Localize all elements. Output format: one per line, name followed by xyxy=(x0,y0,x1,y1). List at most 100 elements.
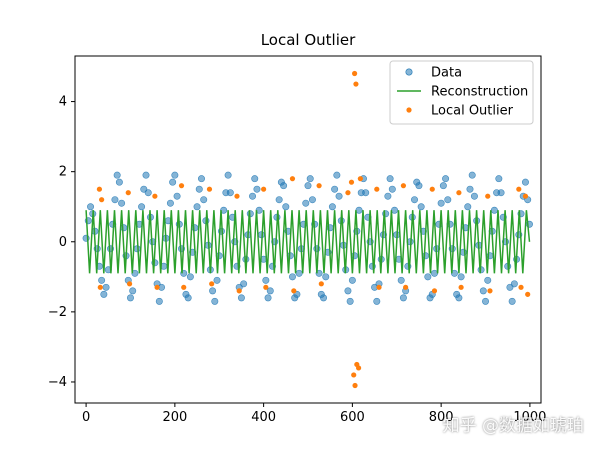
legend-marker-outlier xyxy=(406,107,412,113)
data-point xyxy=(304,182,312,190)
outlier-point xyxy=(181,284,187,290)
data-point xyxy=(308,196,316,204)
outlier-point xyxy=(206,186,213,192)
data-point xyxy=(209,287,217,295)
data-point xyxy=(282,203,290,211)
data-point xyxy=(328,203,336,211)
outlier-point xyxy=(263,284,269,290)
plot-area xyxy=(74,55,542,404)
data-point xyxy=(322,273,330,281)
data-point xyxy=(166,199,174,207)
data-point xyxy=(191,224,199,232)
data-point xyxy=(224,171,232,179)
outlier-point xyxy=(352,382,358,389)
data-point xyxy=(237,294,245,302)
outlier-point xyxy=(126,281,133,287)
outlier-point xyxy=(125,190,131,196)
data-point xyxy=(169,178,177,186)
data-point xyxy=(240,280,248,288)
outlier-point xyxy=(152,193,158,199)
y-tick-label: −4 xyxy=(48,375,67,390)
y-tick-label: 0 xyxy=(59,235,67,250)
outlier-point xyxy=(97,284,103,290)
data-point xyxy=(211,297,219,305)
plot-frame xyxy=(74,55,542,404)
data-point xyxy=(266,287,274,295)
data-point xyxy=(186,273,194,281)
data-point xyxy=(468,171,476,179)
data-point xyxy=(399,294,407,302)
outlier-point xyxy=(234,193,240,199)
reconstruction-line xyxy=(85,210,531,274)
data-point xyxy=(251,175,259,183)
outlier-point xyxy=(209,281,215,287)
data-point xyxy=(521,178,529,186)
data-point xyxy=(138,203,146,211)
local-outlier-series xyxy=(96,70,531,389)
data-point xyxy=(415,182,423,190)
data-point xyxy=(200,196,208,204)
data-point xyxy=(264,294,272,302)
outlier-point xyxy=(487,288,493,294)
data-point xyxy=(275,196,283,204)
data-point xyxy=(126,294,134,302)
data-point xyxy=(444,196,452,204)
data-point xyxy=(466,185,474,193)
outlier-point xyxy=(291,288,297,294)
data-point xyxy=(171,171,179,179)
data-point xyxy=(384,192,392,200)
outlier-point xyxy=(516,186,522,192)
outlier-point xyxy=(403,284,409,290)
data-point xyxy=(193,203,201,211)
x-tick-label: 1000 xyxy=(513,410,546,425)
data-point xyxy=(351,252,359,260)
outlier-point xyxy=(355,365,362,371)
outlier-point xyxy=(522,193,529,199)
outlier-point xyxy=(289,176,296,182)
data-point xyxy=(129,287,137,295)
outlier-point xyxy=(429,186,435,192)
data-point xyxy=(442,175,450,183)
data-point xyxy=(344,287,352,295)
data-point xyxy=(455,294,463,302)
x-tick-label: 800 xyxy=(429,410,454,425)
data-point xyxy=(213,276,221,284)
data-point xyxy=(184,294,192,302)
data-point xyxy=(490,206,498,214)
data-point xyxy=(422,252,430,260)
x-axis: 0 200 400 600 800 1000 xyxy=(82,403,546,425)
outlier-point xyxy=(154,284,160,290)
outlier-point xyxy=(261,186,267,192)
outlier-point xyxy=(357,176,363,182)
data-point xyxy=(355,206,363,214)
data-point xyxy=(102,283,110,291)
y-tick-label: −2 xyxy=(48,305,67,320)
data-point xyxy=(331,185,339,193)
outlier-point xyxy=(376,284,382,290)
data-point xyxy=(397,276,405,284)
outlier-point xyxy=(348,179,355,185)
data-point xyxy=(457,273,465,281)
legend: Data Reconstruction Local Outlier xyxy=(389,60,534,125)
data-point xyxy=(470,192,478,200)
legend-marker-data xyxy=(405,68,413,76)
legend-label: Data xyxy=(431,66,462,81)
data-point xyxy=(497,189,505,197)
data-point xyxy=(333,171,341,179)
outlier-point xyxy=(345,190,351,196)
watermark: 知乎 @数据如琥珀 xyxy=(442,416,584,436)
data-point xyxy=(484,276,492,284)
data-point xyxy=(320,294,328,302)
data-point xyxy=(173,192,181,200)
outlier-point xyxy=(485,193,491,199)
x-tick-label: 0 xyxy=(82,410,90,425)
outlier-point xyxy=(518,284,524,290)
data-point xyxy=(295,269,303,277)
outlier-point xyxy=(456,190,462,196)
data-point xyxy=(115,178,123,186)
data-point xyxy=(100,290,108,298)
data-point xyxy=(362,189,370,197)
x-tick-label: 200 xyxy=(162,410,187,425)
outlier-point xyxy=(351,372,357,378)
